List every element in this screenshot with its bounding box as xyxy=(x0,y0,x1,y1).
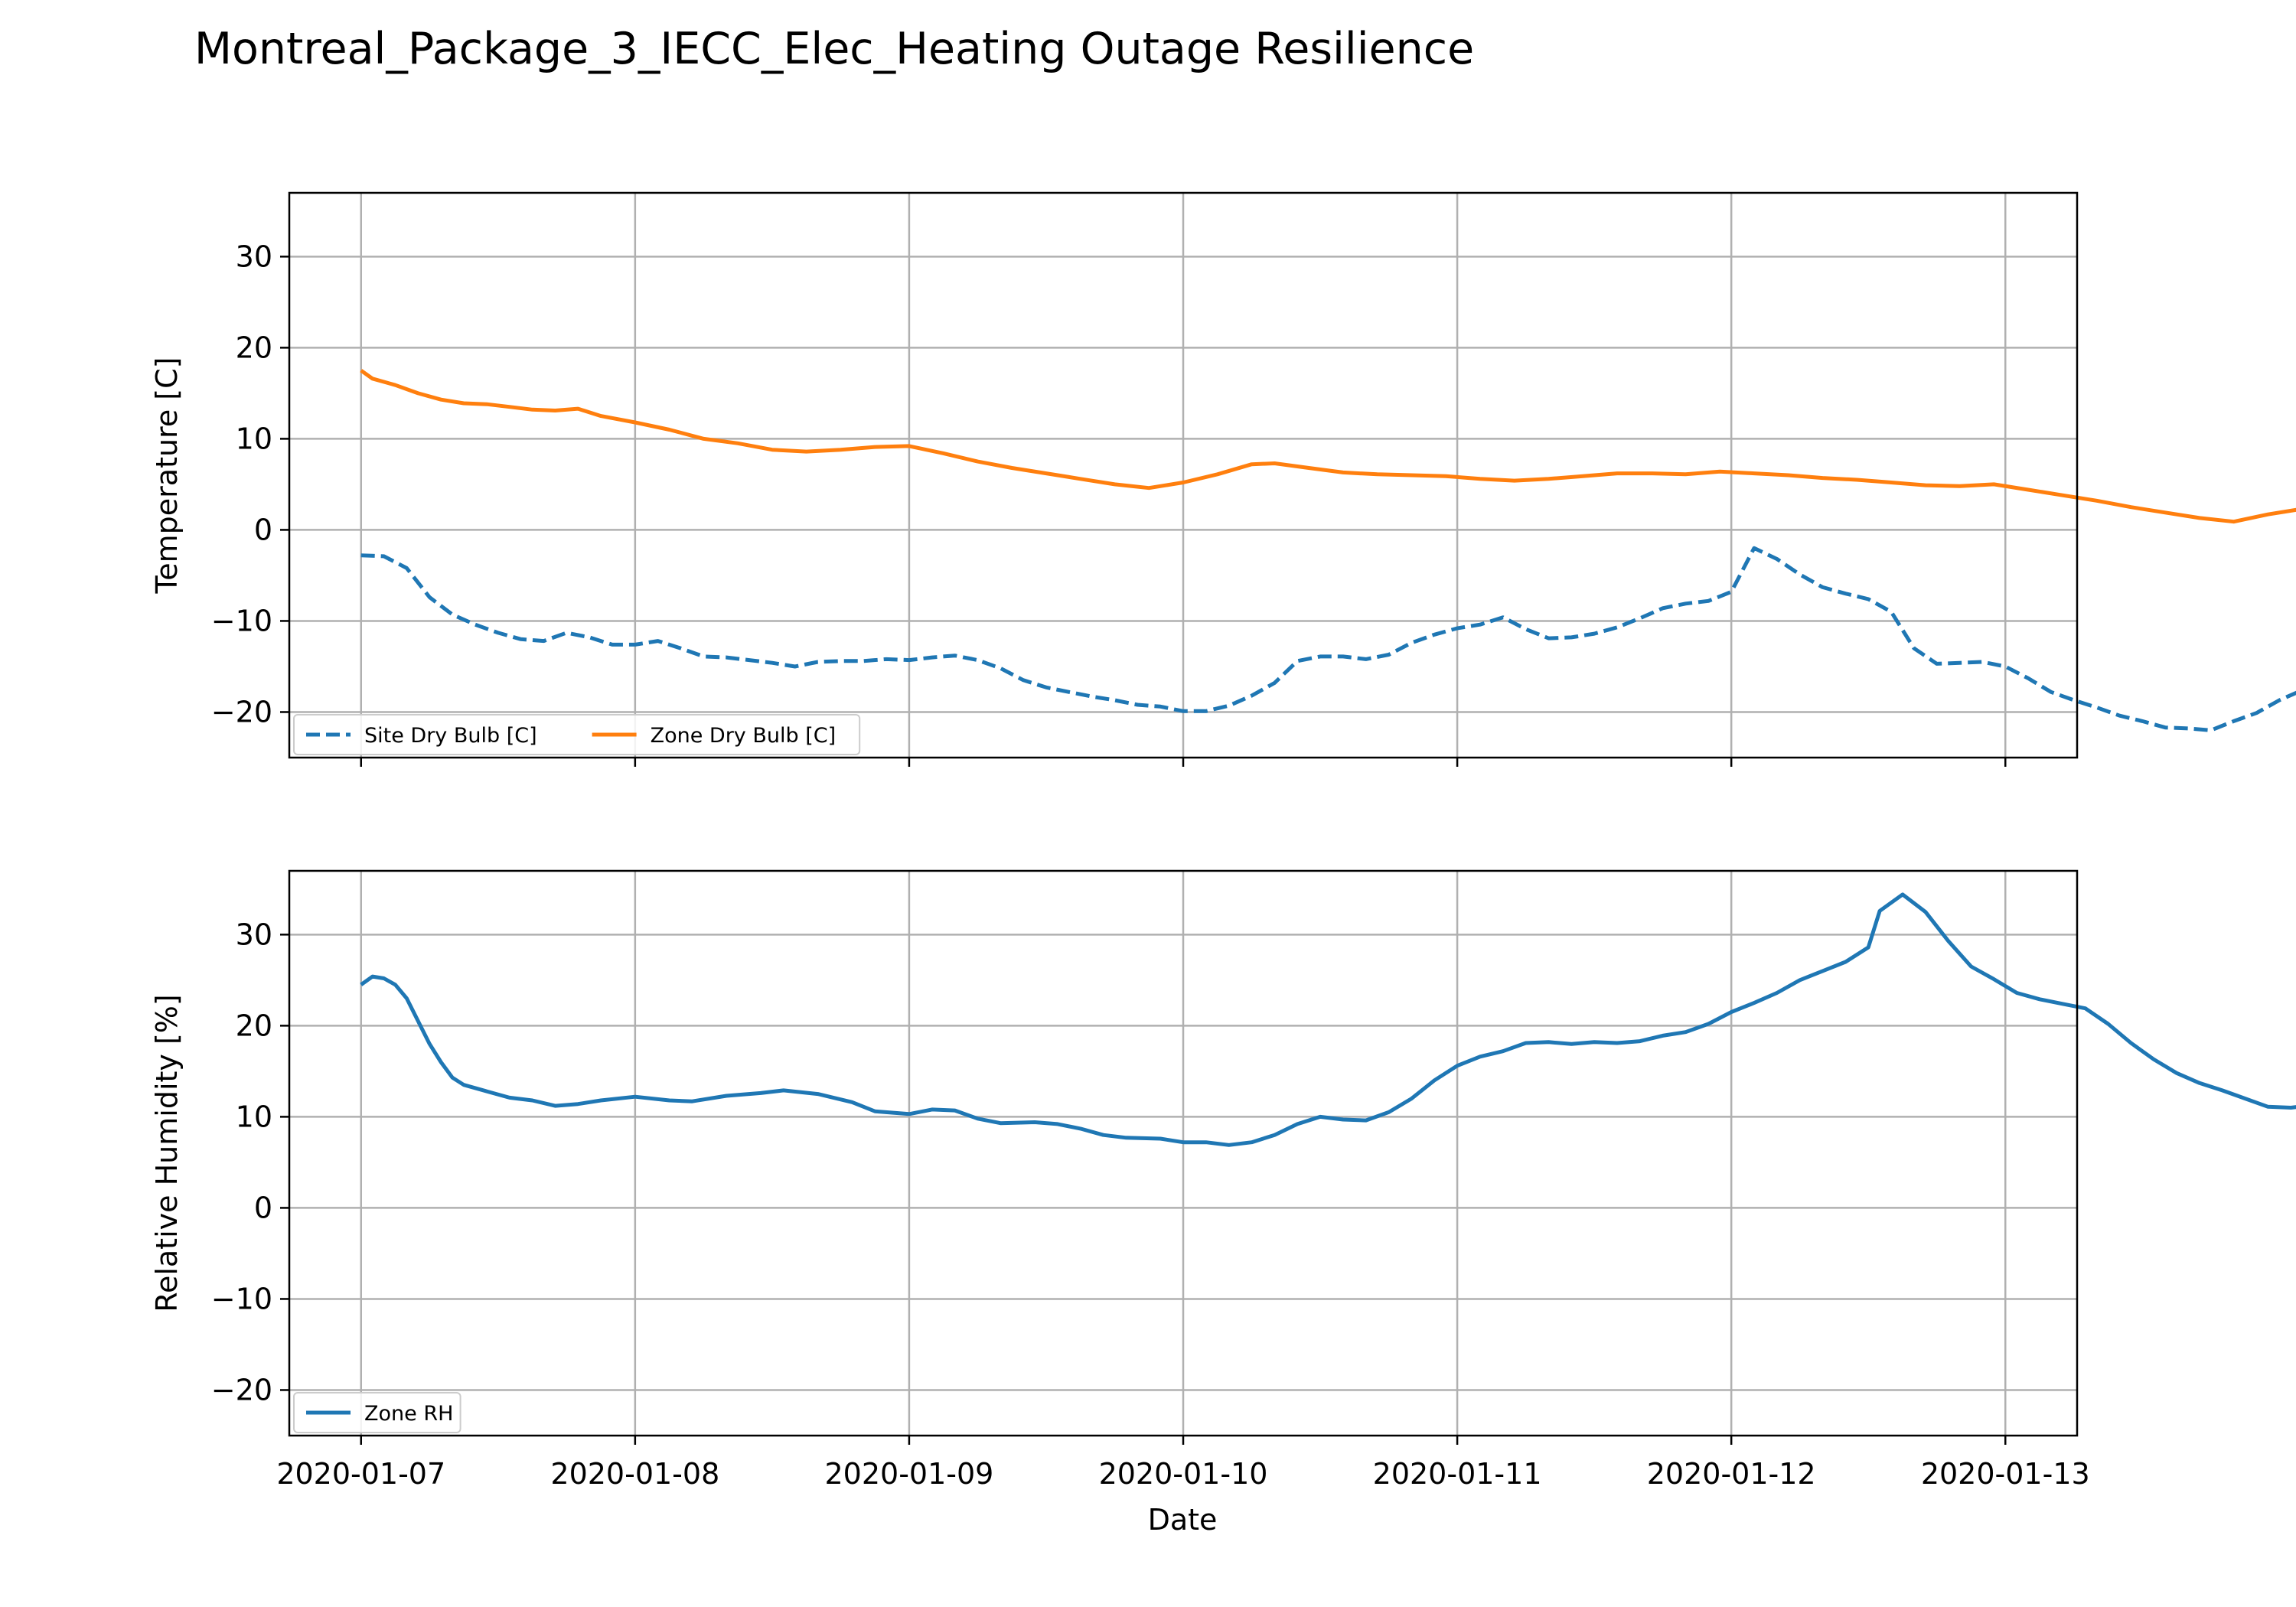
x-tick-label: 2020-01-07 xyxy=(276,1457,445,1491)
y-tick-label: 0 xyxy=(254,513,272,546)
y-tick-label: 0 xyxy=(254,1191,272,1224)
y-tick-label: −20 xyxy=(211,695,272,729)
y-tick-label: −20 xyxy=(211,1373,272,1407)
y-tick-label: −10 xyxy=(211,604,272,637)
temperature-ticks: −20 −10 0 10 20 30 xyxy=(211,240,2007,767)
legend-label: Site Dry Bulb [C] xyxy=(364,724,537,748)
x-tick-label: 2020-01-13 xyxy=(1921,1457,2090,1491)
y-tick-label: 10 xyxy=(236,422,272,455)
x-tick-label: 2020-01-09 xyxy=(824,1457,993,1491)
y-tick-label: 10 xyxy=(236,1100,272,1133)
x-tick-label: 2020-01-08 xyxy=(550,1457,719,1491)
x-tick-label: 2020-01-10 xyxy=(1099,1457,1268,1491)
humidity-series xyxy=(360,892,2296,1147)
y-tick-label: 20 xyxy=(236,331,272,364)
y-tick-label: −10 xyxy=(211,1282,272,1315)
y-tick-label: 30 xyxy=(236,918,272,951)
humidity-ylabel: Relative Humidity [%] xyxy=(150,994,184,1312)
temperature-legend: Site Dry Bulb [C] Zone Dry Bulb [C] xyxy=(293,714,861,755)
series-line xyxy=(360,892,2296,1147)
y-tick-label: 20 xyxy=(236,1009,272,1042)
humidity-xlabel: Date xyxy=(1148,1503,1218,1537)
humidity-ticks: 2020-01-07 2020-01-08 2020-01-09 2020-01-10… xyxy=(211,918,2090,1491)
y-tick-label: 30 xyxy=(236,240,272,273)
legend-label: Zone Dry Bulb [C] xyxy=(651,724,837,748)
x-tick-label: 2020-01-11 xyxy=(1373,1457,1542,1491)
humidity-grid xyxy=(289,871,2077,1436)
legend-box xyxy=(293,714,861,755)
temperature-series xyxy=(360,369,2296,732)
temperature-ylabel: Temperature [C] xyxy=(150,357,184,595)
legend-label: Zone RH xyxy=(364,1402,453,1426)
legend-box xyxy=(293,1392,461,1433)
x-tick-label: 2020-01-12 xyxy=(1647,1457,1816,1491)
temperature-grid xyxy=(289,193,2077,758)
temperature-panel: Site Dry Bulb [C] Zone Dry Bulb [C] −20 −1… xyxy=(150,191,2296,767)
series-line xyxy=(360,369,2296,524)
series-line xyxy=(360,546,2296,732)
humidity-panel: Zone RH 2020-01-07 2020-01-08 2020-01-09 20… xyxy=(150,869,2296,1537)
humidity-legend: Zone RH xyxy=(293,1392,461,1433)
figure-title: Montreal_Package_3_IECC_Elec_Heating Out… xyxy=(194,24,1474,74)
